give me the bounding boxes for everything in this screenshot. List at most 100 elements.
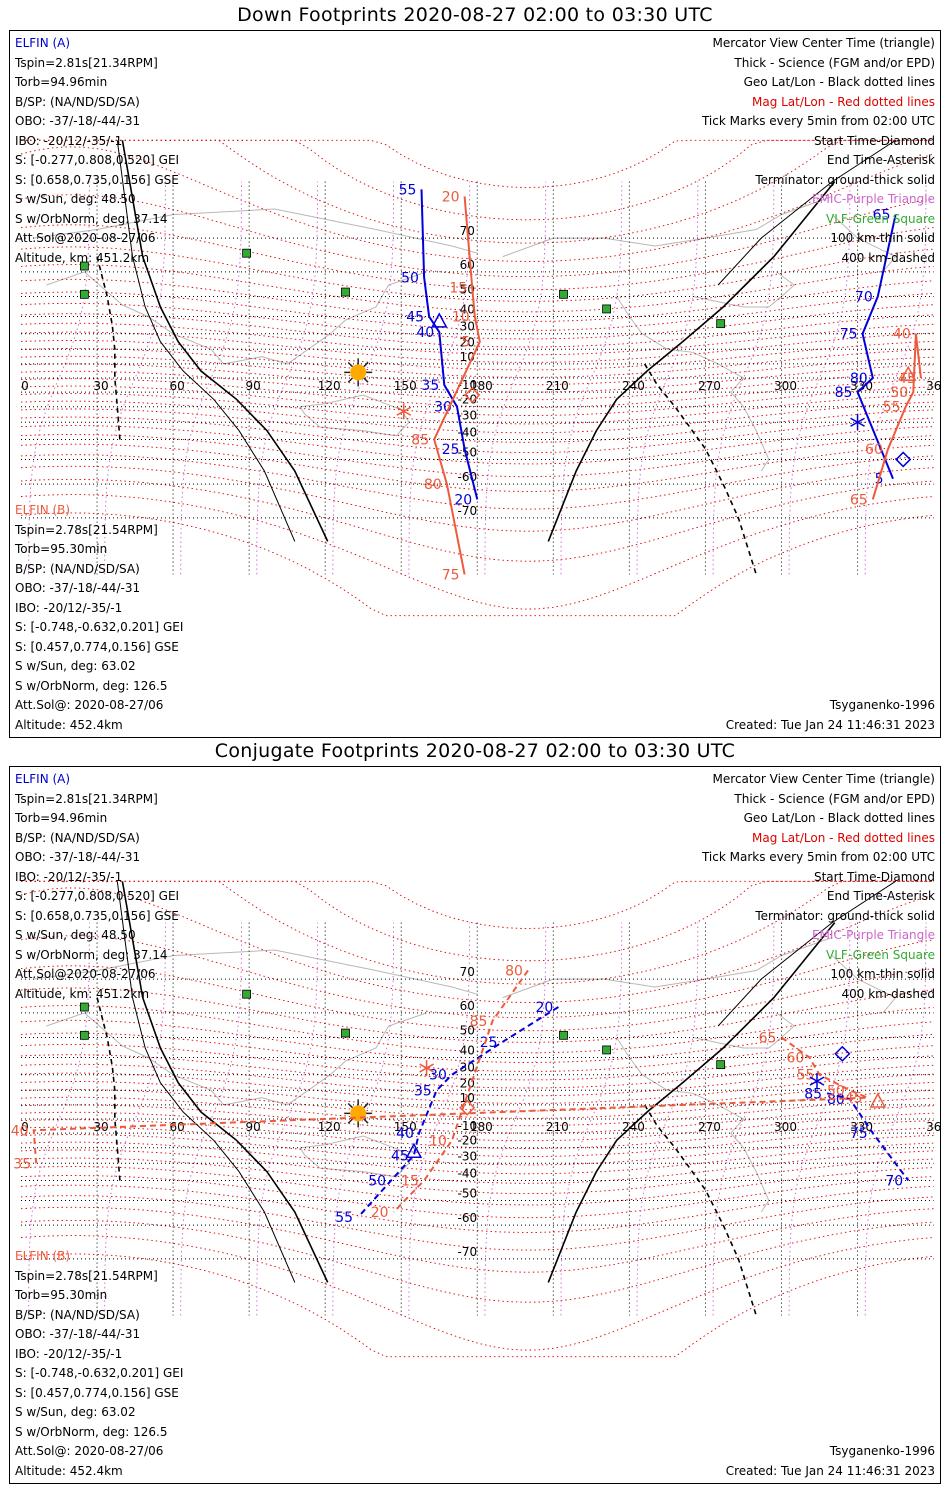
mag-lat-line [20,935,934,1019]
vlf-green-square [242,989,252,999]
elfin-b-line: OBO: -37/-18/-44/-31 [15,581,141,595]
vlf-green-square [341,1028,350,1038]
elfin-a-track-tick-label: 50 [401,270,419,286]
mag-lat-line [20,1206,934,1273]
elfin-a-track-tick-label: 20 [536,1000,554,1016]
mag-lat-line [20,1253,934,1358]
elfin-a-start-diamond [834,1045,851,1062]
elfin-a-track [420,189,479,500]
elfin-a-end-asterisk [850,417,865,427]
elfin-b-track-tick-label: 5 [461,335,470,351]
elfin-b-line: Tspin=2.78s[21.54RPM] [15,522,158,537]
elfin-a-east-track-tick-label: 75 [840,327,858,343]
mag-lon-line [484,181,547,575]
y-tick-label: -40 [457,1166,477,1180]
y-tick-label: 60 [460,258,475,272]
x-tick-label: 360 [926,1120,941,1134]
y-tick-label: -30 [457,408,477,422]
elfin-b-track-tick-label: 80 [424,477,442,493]
legend: Mercator View Center Time (triangle) Thi… [702,770,935,1004]
elfin-a-line: S w/Sun, deg: 48.50 [15,928,136,942]
elfin-a-track [357,1006,559,1218]
elfin-a-track-tick-label: 55 [335,1210,353,1226]
panel-2-title: Conjugate Footprints 2020-08-27 02:00 to… [214,740,736,762]
elfin-b-start-diamond [459,1099,476,1116]
x-tick-label: 120 [318,1120,341,1134]
elfin-a-center-triangle [431,312,448,328]
down-footprints-chart: 0306090120150180210240270300330360706050… [9,30,941,738]
mag-lat-line [20,1005,934,1054]
vlf-green-square [602,1045,611,1055]
y-tick-label: 40 [460,1044,475,1058]
elfin-a-line: S: [-0.277,0.808,0.520] GEI [15,889,180,903]
elfin-b-line: Torb=95.30min [15,542,108,556]
vlf-green-square [79,1030,89,1040]
legend-item: Start Time-Diamond [813,869,935,884]
legend-item: Mercator View Center Time (triangle) [712,772,935,786]
elfin-b-line: S: [-0.748,-0.632,0.201] GEI [15,1366,184,1380]
x-tick-label: 120 [318,379,341,393]
sun-ray [363,361,369,368]
x-tick-label: 30 [93,379,108,393]
elfin-b-track-tick-label: 20 [371,1205,389,1221]
x-tick-label: 210 [546,379,569,393]
x-tick-label: 180 [470,379,493,393]
coastline [299,1135,410,1178]
elfin-b-track [433,196,481,575]
credits: Tsyganenko-1996 Created: Tue Jan 24 11:4… [726,1442,935,1481]
elfin-b-name: ELFIN (B) [15,503,71,517]
y-tick-label: -30 [457,1149,477,1163]
x-tick-label: 90 [246,1120,261,1134]
x-tick-label: 360 [926,379,941,393]
x-tick-label: 60 [169,1120,184,1134]
model-label: Tsyganenko-1996 [829,1444,935,1458]
elfin-b-track-tick-label: 10 [452,310,470,326]
elfin-a-track-tick-label: 55 [399,182,417,198]
elfin-b-line: Att.Sol@: 2020-08-27/06 [15,1444,164,1458]
elfin-b-east-track [32,1036,869,1164]
coastline [692,1012,795,1049]
mag-lon-line [560,922,623,1316]
y-tick-label: -60 [457,470,477,484]
elfin-a-line: S: [0.658,0.735,0.156] GSE [15,908,179,923]
elfin-a-line: IBO: -20/12/-35/-1 [15,133,123,148]
elfin-b-line: S w/OrbNorm, deg: 126.5 [15,678,168,693]
panel-1-title: Down Footprints 2020-08-27 02:00 to 03:3… [237,4,713,26]
elfin-b-track-tick-label: 85 [470,1014,488,1030]
terminator-line [547,922,836,1283]
elfin-b-track-tick-label: 15 [449,280,467,296]
elfin-b-center-triangle [869,1092,887,1108]
terminator-line [547,181,836,542]
y-tick-label: 50 [460,1024,475,1038]
coastline [33,949,478,995]
model-label: Tsyganenko-1996 [829,698,935,712]
legend-item: Start Time-Diamond [813,133,935,148]
elfin-b-track-tick-label: 15 [401,1173,419,1189]
mag-lat-line [20,264,934,313]
vlf-green-square [341,287,350,297]
vlf-green-square [79,1002,89,1012]
elfin-a-track-tick-label: 50 [368,1173,386,1189]
elfin-b-line: Torb=95.30min [15,1288,108,1302]
legend-item: EMIC-Purple Triangle [811,192,935,206]
elfin-a-line: OBO: -37/-18/-44/-31 [15,114,141,128]
mag-lat-line [21,139,934,188]
elfin-a-east-track [856,214,897,480]
legend-item: Geo Lat/Lon - Black dotted lines [743,75,935,89]
elfin-b-east-track-tick-label: 40 [893,327,911,343]
vlf-green-square [716,1060,726,1070]
elfin-a-track-tick-label: 40 [416,325,434,341]
legend-item: 400 km-dashed [841,250,935,265]
elfin-a-east-track-tick-label: 80 [850,371,868,387]
elfin-b-start-diamond [464,386,481,404]
elfin-b-line: IBO: -20/12/-35/-1 [15,600,123,615]
vlf-green-square [242,248,252,258]
legend-item: Geo Lat/Lon - Black dotted lines [743,811,935,825]
elfin-a-line: IBO: -20/12/-35/-1 [15,869,123,884]
elfin-a-start-diamond [895,451,912,468]
mag-lat-line [20,348,934,378]
elfin-b-track-tick-label: 75 [442,567,460,583]
x-tick-label: 90 [246,379,261,393]
mag-lat-line [20,246,934,302]
mag-lat-line [20,194,934,278]
